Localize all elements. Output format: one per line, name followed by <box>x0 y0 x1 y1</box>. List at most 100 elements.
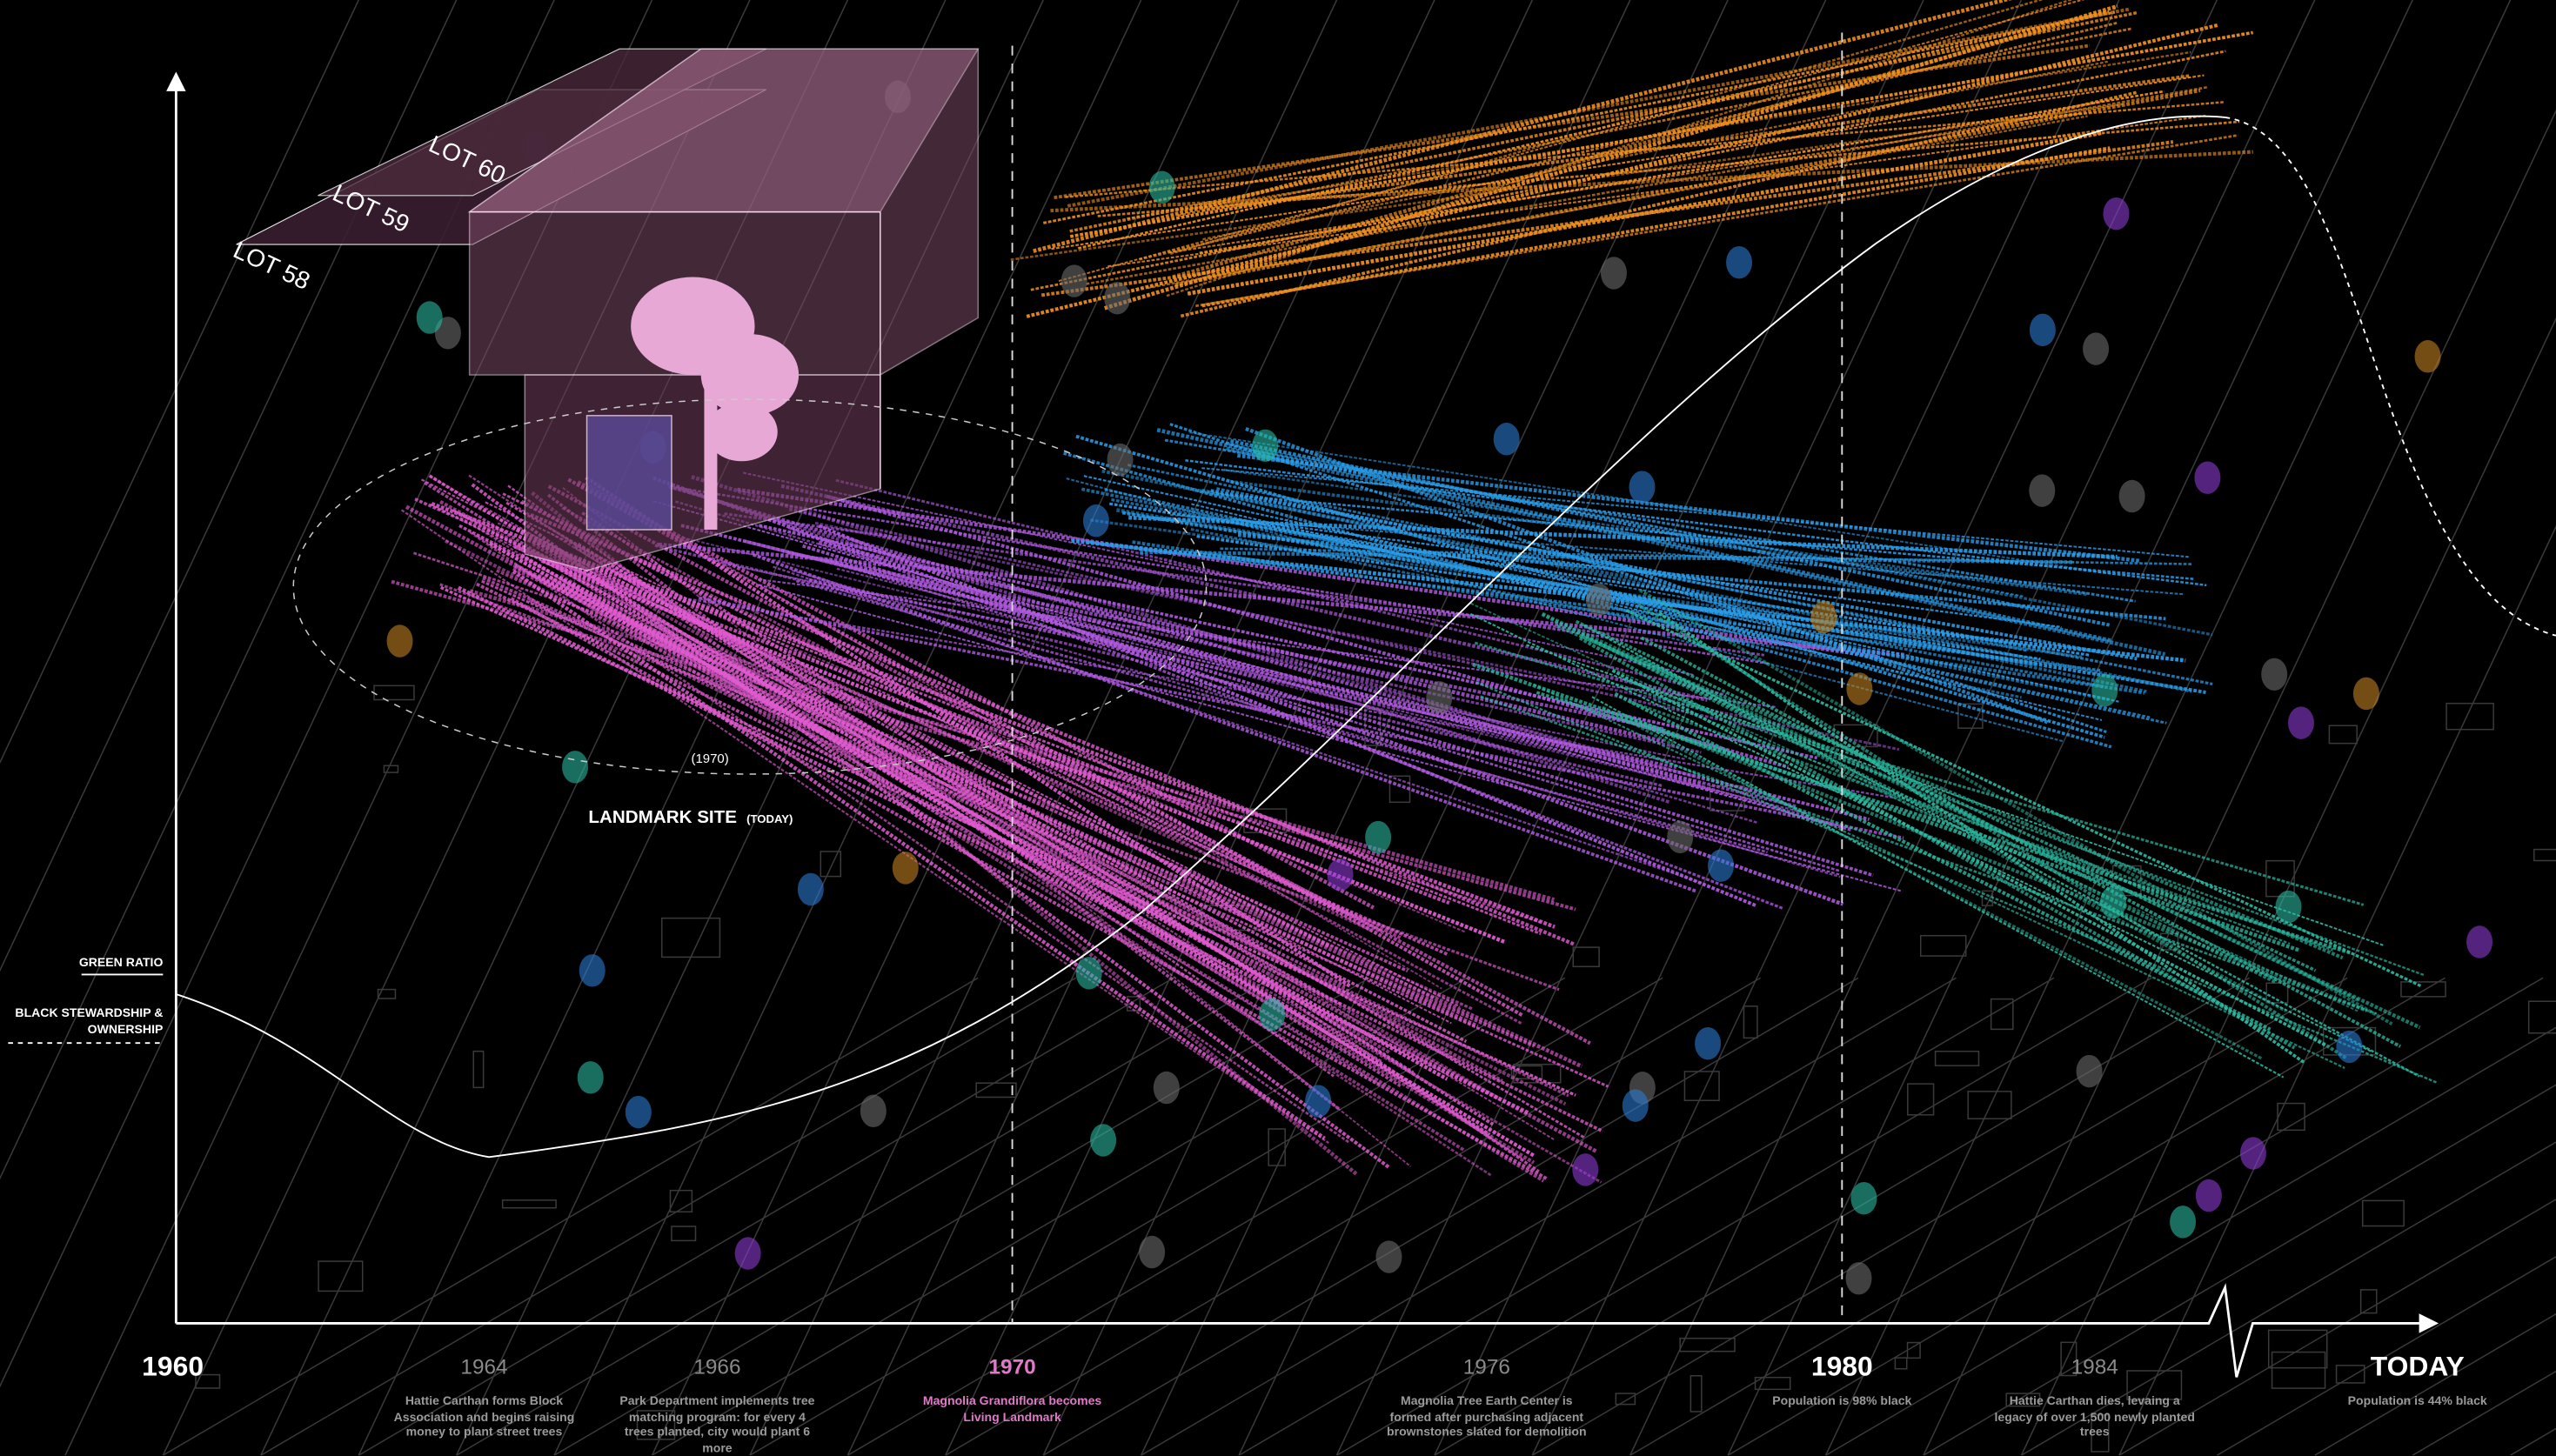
tree-dot <box>417 301 443 333</box>
tree-dot <box>1572 1153 1598 1186</box>
tree-dot <box>1846 1262 1872 1294</box>
grid-line <box>1043 978 1858 1455</box>
tree-dot <box>860 1095 887 1127</box>
tree-dot <box>2119 480 2145 512</box>
grid-line <box>457 978 1272 1455</box>
tree-dot <box>2077 1055 2103 1087</box>
tree-dot <box>1252 430 1278 462</box>
tree-dot <box>2288 706 2314 738</box>
building-window <box>1895 1358 1906 1369</box>
tree-dot <box>1695 1027 1721 1059</box>
grid-line <box>2511 978 2556 1455</box>
tree-dot <box>2170 1206 2196 1238</box>
building-window <box>2278 1104 2305 1131</box>
tree-dot <box>2261 658 2287 691</box>
root-strand <box>1625 716 2366 1011</box>
legend-green: GREEN RATIO <box>79 955 164 972</box>
artwork: LOT 60 LOT 59 LOT 58 (1970) LANDMARK SIT… <box>0 0 2556 1455</box>
tree-dot <box>2083 332 2109 364</box>
root-strand <box>1031 51 2225 290</box>
lot-label: LOT 58 <box>230 237 315 295</box>
tree-dot <box>1426 681 1452 713</box>
grid-line <box>2412 978 2556 1455</box>
building-window <box>1908 1084 1934 1115</box>
building-window <box>1573 947 1599 966</box>
tree-dot <box>1375 1240 1402 1272</box>
tree-dot <box>1708 849 1734 881</box>
tree-dot <box>2030 314 2056 346</box>
grid-line <box>1728 978 2543 1455</box>
tree-dot <box>387 624 413 657</box>
building-window <box>672 1226 696 1240</box>
building-window <box>2337 1366 2365 1383</box>
green-ratio-future <box>2225 117 2556 636</box>
timeline-year: TODAY <box>2371 1351 2465 1383</box>
building-window <box>662 918 720 958</box>
tree-dot <box>1365 821 1391 853</box>
timeline-caption: Hattie Carthan dies, levaing a legacy of… <box>1993 1393 2197 1439</box>
tree-dot <box>579 954 606 986</box>
grid-line <box>1336 978 2151 1455</box>
tree-dot <box>1083 504 1109 537</box>
building-window <box>2272 1352 2325 1389</box>
grid-line <box>358 978 1174 1455</box>
tree-dot <box>1154 1072 1180 1104</box>
building-window <box>1936 1052 1979 1065</box>
tree-dot <box>562 751 588 783</box>
grid-line <box>261 978 1076 1455</box>
grid-line <box>1532 978 2347 1455</box>
tree-dot <box>1629 471 1655 503</box>
building-window <box>2329 725 2357 743</box>
timeline-year: 1980 <box>1811 1351 1873 1383</box>
building-window <box>473 1052 483 1088</box>
infographic: LOT 60 LOT 59 LOT 58 (1970) LANDMARK SIT… <box>0 0 2556 1455</box>
timeline-caption: Hattie Carthan forms Block Association a… <box>382 1393 585 1439</box>
root-strand <box>1473 665 2299 951</box>
building-window <box>1690 1376 1701 1412</box>
building-window <box>2446 704 2493 730</box>
tree-dot <box>1726 246 1752 278</box>
timeline-year: 1964 <box>460 1354 507 1379</box>
site-note: (TODAY) <box>746 812 793 825</box>
tree-dot <box>2103 197 2129 230</box>
tree-dot <box>1667 821 1693 853</box>
timeline-year: 1984 <box>2071 1354 2118 1379</box>
building-window <box>820 852 840 877</box>
root-strand <box>1181 92 2138 316</box>
timeline-caption: Population is 98% black <box>1740 1393 1944 1409</box>
root-strand <box>1043 12 2115 223</box>
tree-dot <box>1305 1085 1331 1117</box>
building-window <box>2529 1001 2556 1033</box>
legend-stewardship: BLACK STEWARDSHIP & OWNERSHIP <box>0 1005 163 1038</box>
tree-dot <box>1601 257 1627 289</box>
building-window <box>2401 982 2446 997</box>
building-window <box>374 685 414 699</box>
building-window <box>503 1200 556 1208</box>
tree-dot <box>1107 444 1134 476</box>
timeline-caption: Magnolia Tree Earth Center is formed aft… <box>1385 1393 1589 1439</box>
tree-dot <box>1139 1236 1165 1268</box>
tree-dot <box>798 873 824 905</box>
building-window <box>1921 936 1966 956</box>
grid-line <box>847 978 1663 1455</box>
site-year: (1970) <box>691 751 728 766</box>
building-window <box>384 765 398 772</box>
root-strand <box>1470 614 2371 1052</box>
building-window <box>2534 850 2556 861</box>
tree-dot <box>1850 1182 1877 1214</box>
tree-dot <box>2029 474 2055 506</box>
tree-dot <box>1259 998 1285 1031</box>
root-strand <box>1592 697 2284 1077</box>
tree-dot <box>2194 461 2220 493</box>
grid-line <box>1826 0 2511 1455</box>
tree-dot <box>1104 282 1130 314</box>
tree-dot <box>2091 674 2118 706</box>
building-window <box>2363 1200 2404 1226</box>
tree-dot <box>2336 1031 2362 1063</box>
tree-dot <box>1494 423 1520 455</box>
grid-line <box>554 978 1369 1455</box>
grid-line <box>2217 978 2556 1455</box>
tree-dot <box>626 1096 652 1128</box>
timeline-caption: Magnolia Grandiflora becomes Living Land… <box>910 1393 1114 1425</box>
timeline-caption: Population is 44% black <box>2316 1393 2519 1409</box>
